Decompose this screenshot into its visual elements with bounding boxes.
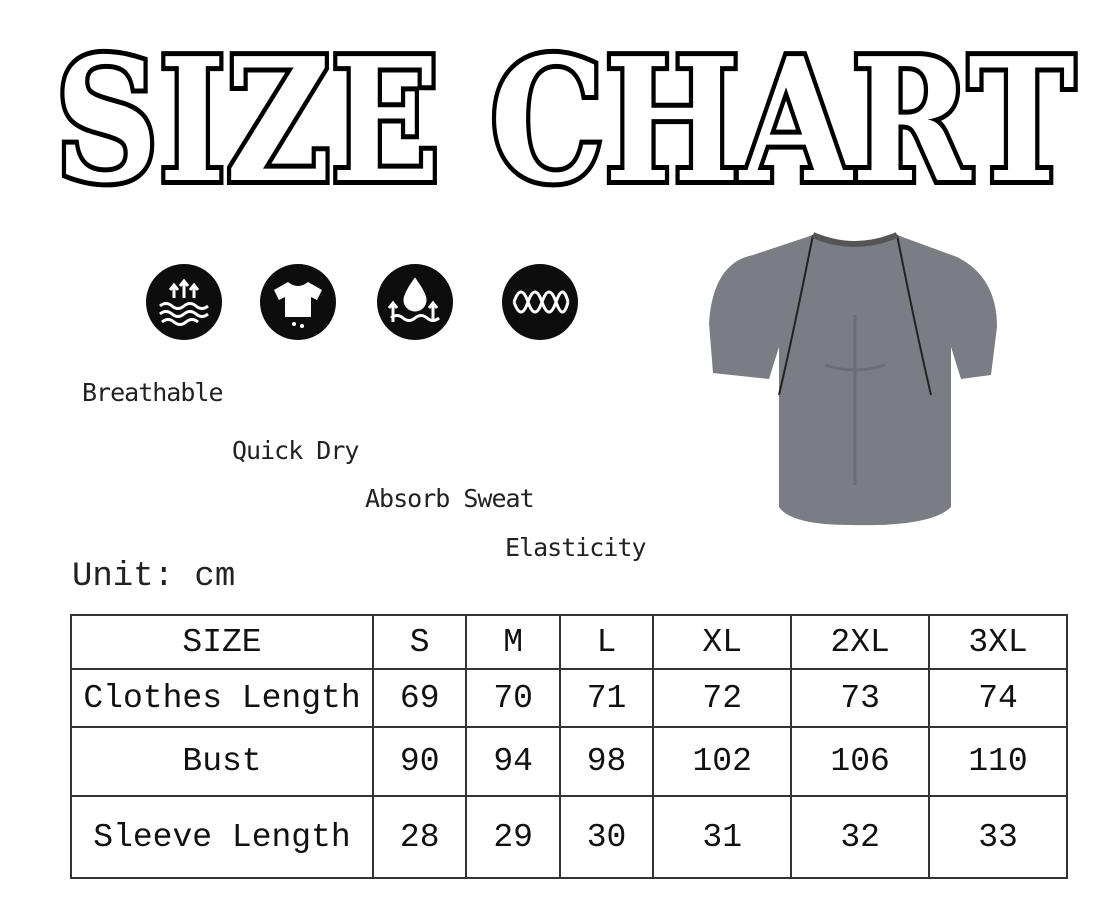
table-cell: 73 <box>790 668 931 728</box>
feature-label-quick-dry: Quick Dry <box>232 436 359 465</box>
water-drop-icon <box>377 264 453 340</box>
table-cell: 32 <box>790 795 931 879</box>
feature-label-elasticity: Elasticity <box>505 533 647 562</box>
row-label: Clothes Length <box>70 668 374 728</box>
compression-shirt-image <box>709 232 997 526</box>
table-cell: 70 <box>465 668 561 728</box>
size-chart-title: SIZE CHART <box>50 20 1080 210</box>
table-cell: 90 <box>371 726 468 797</box>
header-cell: S <box>371 614 468 670</box>
svg-text:SIZE CHART: SIZE CHART <box>55 21 1075 210</box>
row-label: Sleeve Length <box>70 795 374 879</box>
shirt-drip-icon <box>260 264 336 340</box>
breathable-waves-icon <box>146 264 222 340</box>
table-cell: 71 <box>558 668 655 728</box>
header-cell: 2XL <box>790 614 931 670</box>
row-label: Bust <box>70 726 374 797</box>
header-cell: SIZE <box>70 614 374 670</box>
table-row: Sleeve Length 28 29 30 31 32 33 <box>70 795 1068 879</box>
table-cell: 28 <box>371 795 468 879</box>
table-cell: 69 <box>371 668 468 728</box>
table-row: Bust 90 94 98 102 106 110 <box>70 726 1068 797</box>
table-cell: 72 <box>652 668 793 728</box>
elastic-wave-icon <box>502 264 578 340</box>
table-cell: 94 <box>465 726 561 797</box>
size-table: SIZE S M L XL 2XL 3XL Clothes Length 69 … <box>70 614 1068 879</box>
table-cell: 98 <box>558 726 655 797</box>
table-cell: 33 <box>928 795 1068 879</box>
header-cell: XL <box>652 614 793 670</box>
table-header-row: SIZE S M L XL 2XL 3XL <box>70 614 1068 670</box>
table-cell: 110 <box>928 726 1068 797</box>
table-cell: 31 <box>652 795 793 879</box>
table-cell: 29 <box>465 795 561 879</box>
table-cell: 74 <box>928 668 1068 728</box>
header-cell: M <box>465 614 561 670</box>
table-cell: 30 <box>558 795 655 879</box>
table-row: Clothes Length 69 70 71 72 73 74 <box>70 668 1068 728</box>
table-cell: 102 <box>652 726 793 797</box>
header-cell: 3XL <box>928 614 1068 670</box>
header-cell: L <box>558 614 655 670</box>
feature-label-breathable: Breathable <box>82 378 224 407</box>
unit-label: Unit: cm <box>72 558 236 596</box>
feature-label-absorb-sweat: Absorb Sweat <box>365 484 535 513</box>
table-cell: 106 <box>790 726 931 797</box>
